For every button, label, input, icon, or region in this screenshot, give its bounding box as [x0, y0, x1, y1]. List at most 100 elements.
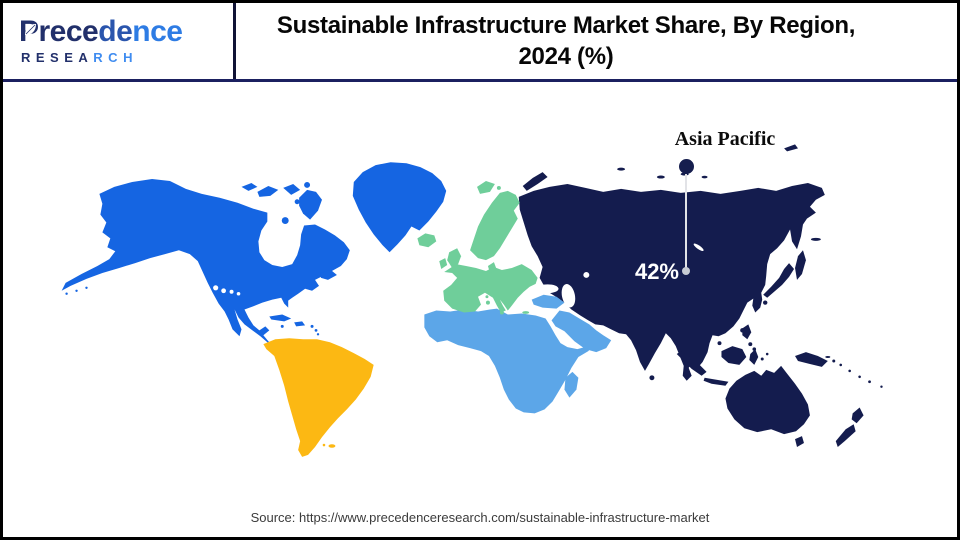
jamaica — [280, 324, 284, 328]
svalbard — [477, 181, 495, 194]
borneo — [721, 346, 747, 365]
arctic-island — [304, 181, 311, 188]
callout-value-label: 42% — [634, 259, 679, 284]
callout-anchor-dot — [679, 159, 694, 174]
arctic-island — [241, 182, 258, 191]
great-britain — [447, 248, 462, 269]
pacific-island — [832, 359, 836, 363]
tasmania — [795, 436, 804, 448]
turkey — [531, 294, 565, 309]
great-lake — [213, 285, 219, 291]
leaf-icon — [25, 24, 36, 35]
sumatra — [676, 351, 707, 376]
region-asia-pacific — [518, 144, 883, 448]
sri-lanka — [649, 375, 655, 381]
callout-end-dot — [682, 267, 690, 275]
new-guinea — [795, 352, 828, 367]
region-south-america — [263, 338, 374, 457]
new-zealand-north — [851, 407, 864, 424]
iceland — [417, 233, 437, 248]
new-zealand-south — [835, 424, 856, 448]
hainan — [717, 341, 722, 346]
europe-mainland — [443, 264, 538, 313]
caspian-sea — [561, 284, 576, 308]
title-line-2: 2024 (%) — [518, 43, 614, 70]
logo-brand-part: de — [98, 15, 133, 48]
logo-sub-part: RCH — [93, 50, 138, 65]
arctic-island — [283, 183, 301, 195]
arctic-island — [294, 199, 300, 205]
callout-region-label: Asia Pacific — [674, 128, 776, 150]
greenland — [352, 162, 447, 253]
antilles-island — [316, 333, 320, 336]
arctic-island — [617, 167, 626, 171]
header-vertical-divider — [233, 3, 236, 79]
svalbard-island — [496, 185, 501, 190]
source-attribution: Source: https://www.precedenceresearch.c… — [250, 510, 710, 525]
logo-area: Precedence RESEARCH — [3, 3, 233, 79]
callout-leader-line — [684, 174, 687, 268]
south-america — [263, 338, 374, 457]
scandinavia — [470, 190, 520, 261]
aleutian-island — [75, 289, 78, 292]
pacific-island — [858, 375, 861, 379]
header-separator-rule — [3, 79, 957, 82]
region-africa-middle-east — [424, 294, 612, 414]
arctic-island — [656, 175, 665, 179]
map-water-details — [213, 243, 704, 308]
denmark — [487, 262, 497, 273]
newfoundland — [320, 270, 337, 280]
australia — [725, 365, 810, 435]
logo-sub-part: RESEA — [21, 50, 94, 65]
baffin-island — [299, 189, 322, 220]
sardinia — [485, 300, 490, 305]
wrangel-island — [784, 144, 798, 152]
pacific-island — [880, 385, 883, 388]
page-title: Sustainable Infrastructure Market Share,… — [239, 10, 893, 72]
precedence-research-logo: Precedence RESEARCH — [19, 15, 183, 65]
africa — [424, 308, 596, 414]
hispaniola — [294, 321, 306, 327]
philippines — [742, 324, 752, 340]
arctic-island — [701, 175, 708, 179]
corsica — [485, 295, 489, 299]
great-lake — [236, 291, 241, 296]
pacific-island — [848, 369, 851, 373]
logo-sub-text: RESEARCH — [19, 51, 182, 64]
region-europe — [417, 181, 538, 315]
arabian-peninsula — [551, 310, 612, 353]
japan — [763, 263, 795, 298]
sulawesi — [749, 349, 759, 365]
north-america-mainland — [61, 179, 350, 347]
southampton-island — [281, 217, 289, 225]
kyushu — [763, 300, 768, 305]
logo-brand-part: nce — [132, 15, 183, 48]
novaya-zemlya — [522, 172, 548, 191]
commander-islands — [810, 237, 821, 241]
java — [703, 377, 729, 386]
pacific-island — [839, 363, 843, 367]
sicily — [499, 310, 504, 315]
madagascar — [564, 371, 579, 398]
cuba — [269, 314, 292, 322]
aleutian-island — [85, 286, 88, 289]
great-lake — [221, 288, 226, 294]
antilles-island — [314, 328, 318, 332]
crete — [522, 311, 530, 314]
falkland-islands — [322, 443, 326, 447]
world-map — [61, 144, 883, 457]
moluccas — [760, 357, 764, 361]
antilles-island — [310, 324, 314, 328]
arctic-island — [257, 185, 279, 197]
aleutian-island — [65, 292, 68, 295]
lake-baikal — [693, 243, 704, 251]
great-lake — [229, 289, 234, 294]
sakhalin — [795, 250, 806, 280]
pacific-island — [825, 356, 831, 359]
ireland — [439, 258, 448, 270]
moluccas — [765, 352, 769, 356]
region-north-america — [61, 162, 447, 347]
aral-sea — [583, 271, 590, 278]
philippine-island — [748, 342, 753, 347]
